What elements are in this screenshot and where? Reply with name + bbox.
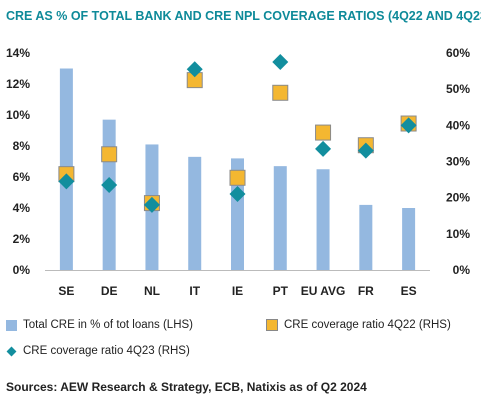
legend-square-swatch	[266, 319, 278, 331]
left-axis-tick-label: 12%	[6, 77, 30, 91]
right-axis-tick-label: 30%	[446, 155, 470, 169]
left-axis-tick-label: 0%	[13, 263, 31, 277]
bar	[402, 208, 416, 270]
diamond-marker	[400, 117, 417, 134]
diamond-marker	[58, 173, 75, 190]
legend-item-bars: Total CRE in % of tot loans (LHS)	[6, 319, 193, 331]
bar	[188, 156, 202, 270]
square-marker	[272, 84, 289, 101]
legend-4q22-label: CRE coverage ratio 4Q22 (RHS)	[284, 319, 451, 331]
left-axis-tick-label: 8%	[13, 139, 31, 153]
legend-item-4q22: CRE coverage ratio 4Q22 (RHS)	[266, 319, 451, 331]
legend-bar-swatch	[6, 319, 17, 331]
bar	[316, 169, 330, 270]
right-axis-tick-label: 60%	[446, 46, 470, 60]
category-label: FR	[358, 284, 374, 298]
bar-series	[59, 68, 416, 271]
right-axis-tick-label: 0%	[453, 263, 471, 277]
diamond-marker	[143, 196, 160, 213]
source-note: Sources: AEW Research & Strategy, ECB, N…	[6, 380, 367, 394]
left-axis-tick-label: 6%	[13, 170, 31, 184]
left-axis-tick-label: 10%	[6, 108, 30, 122]
square-marker	[229, 169, 246, 186]
chart-title: CRE AS % OF TOTAL BANK AND CRE NPL COVER…	[6, 9, 481, 23]
chart-plot: 0% 2% 4% 6% 8% 10% 12% 14% 0% 10% 20% 30% 40% 50% 60%…	[6, 46, 470, 298]
diamond-marker	[357, 142, 374, 159]
left-axis-tick-label: 2%	[13, 232, 31, 246]
right-axis-tick-label: 10%	[446, 227, 470, 241]
legend-4q23-label: CRE coverage ratio 4Q23 (RHS)	[23, 345, 190, 357]
legend-bar-label: Total CRE in % of tot loans (LHS)	[23, 319, 194, 331]
legend-diamond-swatch	[6, 346, 17, 356]
category-label: EU AVG	[301, 284, 346, 298]
category-label: ES	[401, 284, 417, 298]
category-label: SE	[58, 284, 74, 298]
left-axis-ticks: 0% 2% 4% 6% 8% 10% 12% 14%	[6, 46, 30, 277]
diamond-marker	[186, 61, 203, 78]
diamond-marker	[272, 54, 289, 71]
category-label: IE	[232, 284, 243, 298]
category-label: DE	[101, 284, 118, 298]
bar	[359, 204, 373, 270]
right-axis-tick-label: 50%	[446, 82, 470, 96]
legend-item-4q23: CRE coverage ratio 4Q23 (RHS)	[6, 345, 190, 357]
category-label: IT	[189, 284, 200, 298]
diamond-marker	[229, 186, 246, 203]
category-label: PT	[273, 284, 289, 298]
category-label: NL	[144, 284, 160, 298]
bar	[102, 119, 116, 271]
diamond-series	[58, 54, 417, 213]
left-axis-tick-label: 14%	[6, 46, 30, 60]
diamond-marker	[315, 140, 332, 157]
bar	[231, 158, 244, 270]
category-labels: SE DE NL IT IE PT EU AVG FR ES	[58, 284, 416, 298]
right-axis-tick-label: 40%	[446, 118, 470, 132]
square-marker	[101, 146, 118, 163]
bar	[273, 166, 287, 270]
left-axis-tick-label: 4%	[13, 201, 31, 215]
right-axis-ticks: 0% 10% 20% 30% 40% 50% 60%	[446, 46, 470, 277]
right-axis-tick-label: 20%	[446, 191, 470, 205]
diamond-marker	[101, 177, 118, 194]
square-marker	[315, 124, 332, 141]
